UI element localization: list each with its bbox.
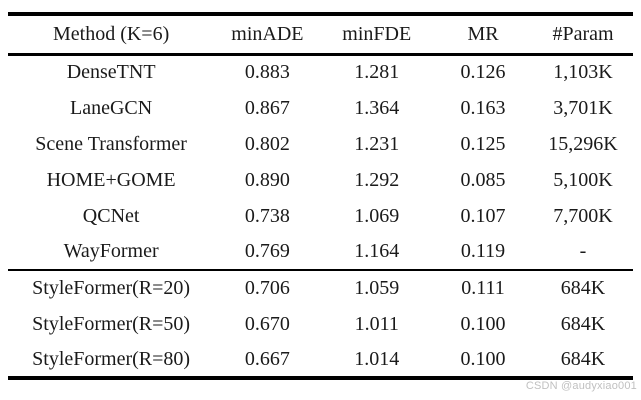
value-cell: 15,296K [548,132,618,155]
value-cell: 0.883 [244,61,290,84]
value-cell: 0.802 [244,132,290,155]
table-row: StyleFormer(R=20) 0.706 1.059 0.111 684K [8,270,633,306]
value-cell: 684K [560,312,606,335]
value-cell: 0.706 [244,277,290,299]
value-cell: 1,103K [553,61,613,84]
col-header-param: #Param [552,22,614,45]
method-cell: QCNet [82,204,140,227]
value-cell: 0.769 [244,240,290,262]
table-row: HOME+GOME 0.890 1.292 0.085 5,100K [8,162,633,198]
method-cell: LaneGCN [70,96,153,119]
value-cell: 0.126 [460,61,506,84]
value-cell: - [579,240,587,262]
value-cell-best: 0.085 [460,168,506,191]
value-cell: 0.867 [244,96,290,119]
value-cell: 0.111 [461,277,505,299]
value-cell: 1.281 [354,61,400,84]
table-row: QCNet 0.738 1.069 0.107 7,700K [8,198,633,234]
value-cell-best: 1.011 [354,312,399,335]
results-table-container: Method (K=6) minADE minFDE MR #Param Den… [8,12,633,380]
col-header-minfde: minFDE [342,22,412,45]
table-row: WayFormer 0.769 1.164 0.119 - [8,234,633,270]
value-cell: 1.231 [354,132,400,155]
method-cell: Scene Transformer [35,132,187,155]
value-cell: 0.670 [244,312,290,335]
value-cell: 1.164 [354,240,400,262]
method-cell: DenseTNT [66,61,156,84]
col-header-minade: minADE [231,22,304,45]
value-cell: 0.119 [460,240,506,262]
header-row: Method (K=6) minADE minFDE MR #Param [8,14,633,54]
method-cell: StyleFormer(R=80) [32,347,191,370]
table-row: LaneGCN 0.867 1.364 0.163 3,701K [8,90,633,126]
results-table: Method (K=6) minADE minFDE MR #Param Den… [8,12,633,380]
col-header-method: Method (K=6) [52,22,170,45]
method-cell: HOME+GOME [46,168,176,191]
table-row: StyleFormer(R=50) 0.670 1.011 0.100 684K [8,306,633,342]
value-cell: 684K [560,277,606,299]
value-cell: 5,100K [553,168,613,191]
value-cell: 684K [560,347,606,370]
method-cell: StyleFormer(R=50) [32,312,191,335]
value-cell: 0.107 [460,204,506,227]
value-cell: 7,700K [553,204,613,227]
method-cell: WayFormer [63,240,159,262]
col-header-mr: MR [467,22,499,45]
table-row: StyleFormer(R=80) 0.667 1.014 0.100 684K [8,342,633,378]
value-cell: 1.059 [354,277,400,299]
value-cell: 0.163 [460,96,506,119]
table-row: DenseTNT 0.883 1.281 0.126 1,103K [8,54,633,90]
value-cell: 1.014 [354,347,400,370]
value-cell: 0.100 [460,312,506,335]
watermark: CSDN @audyxiao001 [525,380,637,392]
method-cell: StyleFormer(R=20) [32,277,191,299]
value-cell: 3,701K [553,96,613,119]
value-cell: 1.364 [354,96,400,119]
value-cell: 0.100 [460,347,506,370]
value-cell: 1.069 [354,204,400,227]
value-cell: 0.890 [244,168,290,191]
value-cell: 0.125 [460,132,506,155]
value-cell: 1.292 [354,168,400,191]
table-row: Scene Transformer 0.802 1.231 0.125 15,2… [8,126,633,162]
value-cell: 0.738 [244,204,290,227]
value-cell-best: 0.667 [244,347,290,370]
